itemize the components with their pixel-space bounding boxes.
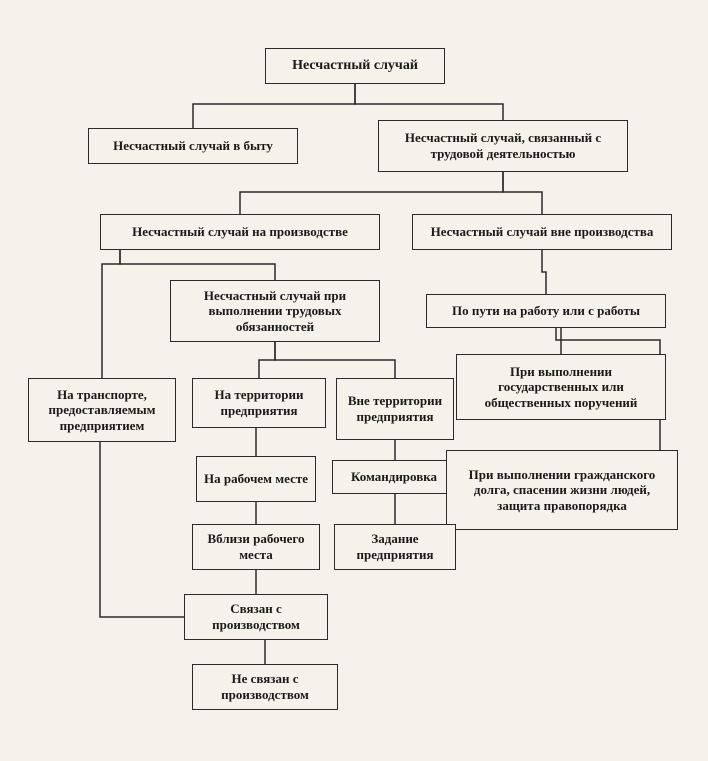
node-n5: Несчастный случай при выполнении трудовы… [170,280,380,342]
node-n6: По пути на работу или с работы [426,294,666,328]
node-n3: Несчастный случай на производстве [100,214,380,250]
node-label: При выполнении государственных или общес… [463,364,659,411]
node-label: Вблизи рабочего места [199,531,313,562]
edge-7 [556,328,561,354]
edge-2 [240,172,503,214]
node-label: Задание предприятия [341,531,449,562]
node-n16: Связан с производством [184,594,328,640]
node-n12: Командировка [332,460,456,494]
edge-16 [100,442,184,617]
node-n0: Несчастный случай [265,48,445,84]
node-label: Несчастный случай вне производства [431,224,654,240]
node-n11: На рабочем месте [196,456,316,502]
node-n8: На транспорте, предоставляемым предприят… [28,378,176,442]
node-label: Командировка [351,469,437,485]
edge-3 [503,172,542,214]
node-label: На рабочем месте [204,471,308,487]
edge-10 [275,342,395,378]
flowchart-canvas: Несчастный случай Несчастный случай в быт… [0,0,708,761]
node-label: Несчастный случай на производстве [132,224,348,240]
node-n1: Несчастный случай в быту [88,128,298,164]
edge-4 [120,250,275,280]
edge-5 [102,250,120,378]
node-label: Несчастный случай, связанный с трудовой … [385,130,621,161]
node-n9: На территории предприятия [192,378,326,428]
node-n7: При выполнении государственных или общес… [456,354,666,420]
node-label: Несчастный случай в быту [113,138,273,154]
node-label: На транспорте, предоставляемым предприят… [35,387,169,434]
edge-0 [193,84,355,128]
edge-6 [542,250,546,294]
node-label: Несчастный случай при выполнении трудовы… [177,288,373,335]
node-label: Не связан с производством [199,671,331,702]
node-label: Несчастный случай [292,58,418,75]
edge-1 [355,84,503,120]
node-n2: Несчастный случай, связанный с трудовой … [378,120,628,172]
node-n13: При выполнении гражданского долга, спасе… [446,450,678,530]
node-label: При выполнении гражданского долга, спасе… [453,467,671,514]
node-n17: Не связан с производством [192,664,338,710]
node-n15: Задание предприятия [334,524,456,570]
node-label: По пути на работу или с работы [452,303,640,319]
node-label: Вне территории предприятия [343,393,447,424]
node-n4: Несчастный случай вне производства [412,214,672,250]
node-label: Связан с производством [191,601,321,632]
edge-9 [259,342,275,378]
node-label: На территории предприятия [199,387,319,418]
node-n10: Вне территории предприятия [336,378,454,440]
node-n14: Вблизи рабочего места [192,524,320,570]
